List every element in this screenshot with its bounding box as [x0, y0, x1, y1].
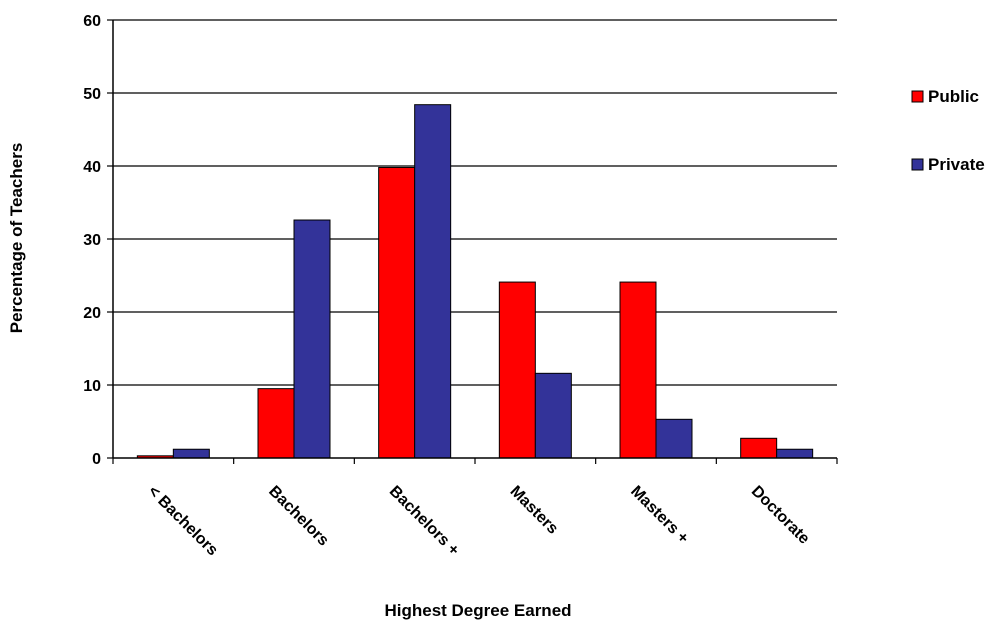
bar-public: [740, 437, 778, 459]
bar-private: [534, 372, 572, 459]
x-tick-label: Masters +: [627, 483, 692, 548]
y-axis-ticks: 0 10 20 30 40 50 60: [83, 13, 113, 468]
bars: [136, 104, 814, 459]
legend-swatch-private: [911, 158, 924, 171]
bar-private: [776, 448, 814, 459]
y-tick-label: 0: [92, 451, 101, 468]
y-tick-label: 20: [83, 305, 101, 322]
bar-public: [257, 388, 295, 459]
x-tick-label: Bachelors +: [386, 483, 462, 559]
x-tick-label: Masters: [507, 483, 562, 538]
x-axis-ticks: < Bachelors Bachelors Bachelors + Masters Ma…: [112, 458, 838, 560]
x-tick-label: Bachelors: [265, 483, 332, 550]
x-tick-label: < Bachelors: [145, 483, 222, 560]
y-axis-title: Percentage of Teachers: [7, 143, 26, 334]
gridlines: [113, 19, 837, 386]
y-tick-label: 40: [83, 159, 101, 176]
legend: Public Private: [911, 87, 985, 174]
y-tick-label: 50: [83, 86, 101, 103]
legend-swatch-public: [911, 90, 924, 103]
x-axis-title: Highest Degree Earned: [384, 601, 571, 620]
bar-private: [293, 219, 331, 459]
legend-label-public: Public: [928, 87, 979, 106]
bar-private: [655, 418, 693, 459]
bar-public: [378, 166, 416, 459]
y-tick-label: 10: [83, 378, 101, 395]
y-tick-label: 30: [83, 232, 101, 249]
legend-label-private: Private: [928, 155, 985, 174]
bar-private: [414, 104, 452, 459]
bar-public: [498, 281, 536, 459]
bar-private: [172, 448, 210, 459]
bar-public: [619, 281, 657, 459]
x-tick-label: Doctorate: [748, 483, 813, 548]
y-tick-label: 60: [83, 13, 101, 30]
